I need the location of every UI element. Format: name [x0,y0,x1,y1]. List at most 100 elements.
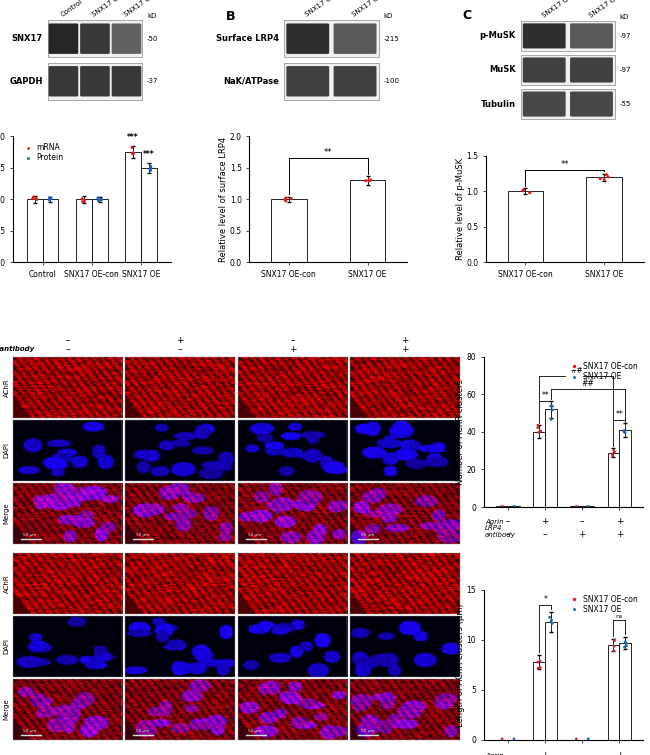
Text: MuSK: MuSK [489,66,516,75]
Text: –: – [543,530,547,539]
Text: +: + [616,530,623,539]
Point [509,501,519,513]
Point [145,164,155,176]
Text: AChR: AChR [4,378,10,396]
FancyBboxPatch shape [570,91,613,116]
Point [93,192,103,204]
Bar [586,177,622,262]
Bar [92,199,107,262]
Y-axis label: Relative level of surface LRP4: Relative level of surface LRP4 [219,137,228,262]
Text: GAPDH: GAPDH [10,77,43,86]
Bar [125,153,141,262]
Point [497,501,508,513]
Text: DAPI: DAPI [4,639,10,655]
Point [619,641,630,653]
Text: LRP4 antibody: LRP4 antibody [0,347,34,353]
Point [44,193,55,205]
Point [547,400,558,412]
Bar [619,643,631,740]
Text: Control: Control [60,0,84,18]
Bar [42,199,58,262]
Point [621,637,631,649]
Text: -50: -50 [147,35,159,42]
Text: Surface LRP4: Surface LRP4 [216,34,280,43]
FancyBboxPatch shape [49,66,78,97]
Y-axis label: Number of AChR clusters: Number of AChR clusters [456,379,465,485]
Point [533,419,543,431]
Point [280,193,290,205]
Text: +: + [401,336,409,345]
Text: –: – [580,751,584,755]
Legend: SNX17 OE-con, SNX17 OE: SNX17 OE-con, SNX17 OE [565,593,640,615]
FancyBboxPatch shape [570,23,613,48]
FancyBboxPatch shape [286,66,329,97]
FancyBboxPatch shape [47,20,142,57]
FancyBboxPatch shape [523,23,566,48]
FancyBboxPatch shape [333,23,376,54]
Point [619,426,629,438]
Point [31,193,42,205]
Point [365,174,376,186]
Point [128,148,138,160]
Point [601,169,612,181]
Text: -100: -100 [384,79,399,85]
Text: SNX17 OE: SNX17 OE [588,0,621,19]
Text: -97: -97 [620,67,631,73]
Text: SNX17: SNX17 [12,34,43,43]
Text: SNX17 OE: SNX17 OE [352,0,384,18]
Text: 50 μm: 50 μm [23,729,36,733]
Point [619,424,629,436]
Text: ***: *** [127,133,139,142]
Point [536,425,546,437]
Point [533,656,543,668]
Point [27,193,38,205]
Text: ns: ns [616,614,623,618]
Text: Merge: Merge [4,502,10,524]
Text: –: – [66,336,70,345]
Point [44,192,55,204]
FancyBboxPatch shape [284,20,379,57]
Point [79,195,90,207]
Point [77,193,87,205]
Point [365,174,375,186]
Text: SNX17 OE-con: SNX17 OE-con [304,0,349,18]
Text: +: + [616,751,623,755]
Point [44,193,55,205]
Legend: mRNA, Protein: mRNA, Protein [17,140,67,165]
FancyBboxPatch shape [570,57,613,82]
Point [31,193,41,205]
Point [534,427,544,439]
Text: –: – [506,530,510,539]
Point [77,196,88,208]
Point [361,174,371,186]
Point [546,413,556,425]
Point [146,160,156,172]
Point [525,186,535,199]
Point [286,193,296,205]
Point [595,173,605,185]
Text: 50 μm: 50 μm [248,729,262,733]
FancyBboxPatch shape [521,21,615,51]
Point [571,501,582,513]
Point [533,662,543,674]
Text: –: – [506,517,510,526]
Text: 50 μm: 50 μm [136,729,150,733]
Bar [350,180,385,262]
Point [517,185,528,197]
Bar [76,199,92,262]
Text: **: ** [616,410,623,419]
Text: 50 μm: 50 μm [136,533,150,537]
Text: Tubulin: Tubulin [481,100,516,109]
Text: -215: -215 [384,35,399,42]
FancyBboxPatch shape [80,23,110,54]
Text: –: – [178,345,183,354]
Point [583,501,593,513]
Point [545,612,555,624]
Bar [608,645,619,740]
Text: 50 μm: 50 μm [248,533,262,537]
Text: LRP4
antibody: LRP4 antibody [485,525,516,538]
Bar [545,409,557,507]
Text: 50 μm: 50 μm [361,729,374,733]
Y-axis label: Length of AChR clusters (μm): Length of AChR clusters (μm) [456,603,465,726]
Text: **: ** [560,159,569,168]
